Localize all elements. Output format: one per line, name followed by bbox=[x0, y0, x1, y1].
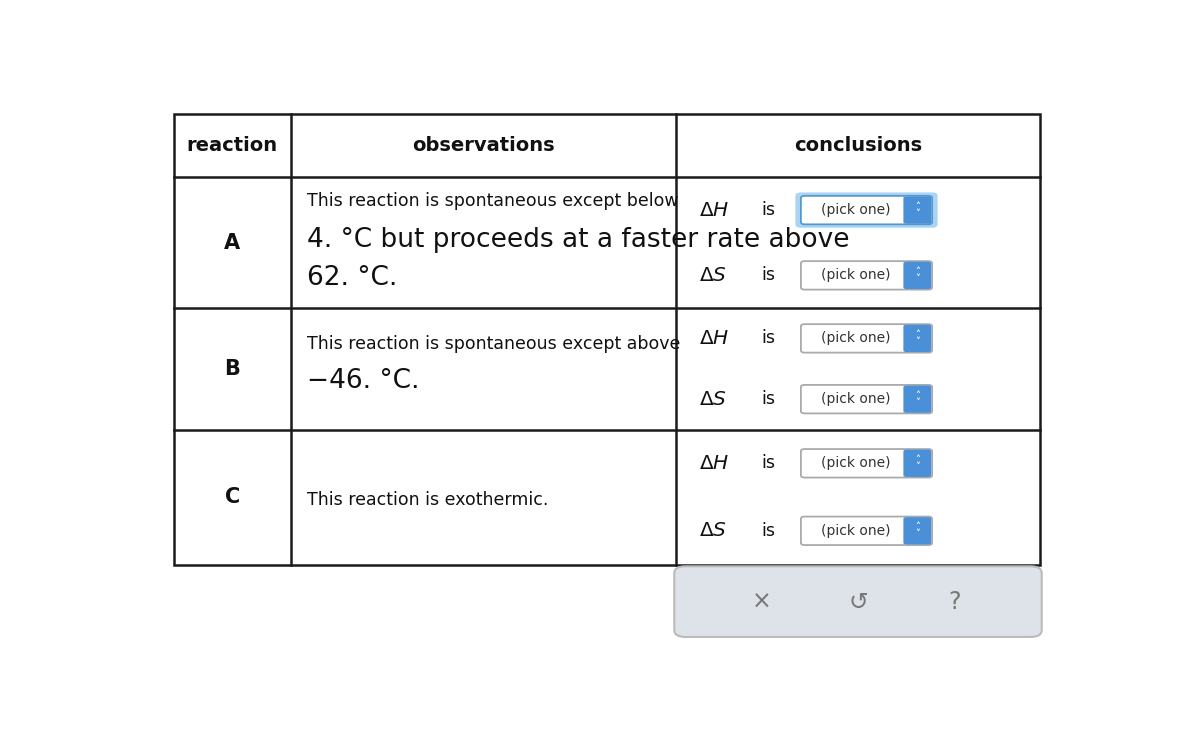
FancyBboxPatch shape bbox=[800, 324, 932, 353]
Text: is: is bbox=[761, 329, 776, 347]
Text: ˅: ˅ bbox=[915, 397, 920, 408]
Text: (pick one): (pick one) bbox=[821, 524, 890, 538]
Text: (pick one): (pick one) bbox=[821, 457, 890, 471]
Text: $\mathit{\Delta}H$: $\mathit{\Delta}H$ bbox=[699, 201, 729, 220]
Text: This reaction is spontaneous except below: This reaction is spontaneous except belo… bbox=[307, 192, 678, 210]
Text: A: A bbox=[224, 233, 240, 253]
Text: ˄: ˄ bbox=[915, 454, 920, 465]
FancyBboxPatch shape bbox=[674, 566, 1042, 637]
FancyBboxPatch shape bbox=[796, 192, 938, 228]
Text: ˄: ˄ bbox=[915, 330, 920, 340]
FancyBboxPatch shape bbox=[903, 196, 931, 223]
Text: $\mathit{\Delta}S$: $\mathit{\Delta}S$ bbox=[699, 390, 727, 408]
FancyBboxPatch shape bbox=[903, 325, 931, 352]
Text: is: is bbox=[761, 390, 776, 408]
Text: ˅: ˅ bbox=[915, 274, 920, 284]
Text: 62. °C.: 62. °C. bbox=[307, 266, 398, 292]
Bar bbox=[174, 115, 1040, 565]
Text: reaction: reaction bbox=[187, 136, 278, 155]
Text: (pick one): (pick one) bbox=[821, 332, 890, 346]
Text: ˅: ˅ bbox=[915, 337, 920, 347]
FancyBboxPatch shape bbox=[903, 386, 931, 413]
Text: (pick one): (pick one) bbox=[821, 269, 890, 283]
Text: ˄: ˄ bbox=[915, 267, 920, 277]
Text: $\mathit{\Delta}H$: $\mathit{\Delta}H$ bbox=[699, 329, 729, 348]
Text: (pick one): (pick one) bbox=[821, 203, 890, 217]
Text: −46. °C.: −46. °C. bbox=[307, 368, 419, 394]
Text: ˄: ˄ bbox=[915, 522, 920, 532]
Text: 4. °C but proceeds at a faster rate above: 4. °C but proceeds at a faster rate abov… bbox=[307, 226, 850, 253]
Text: $\mathit{\Delta}S$: $\mathit{\Delta}S$ bbox=[699, 521, 727, 540]
Text: ˅: ˅ bbox=[915, 529, 920, 539]
Text: is: is bbox=[761, 266, 776, 284]
Text: ˄: ˄ bbox=[915, 391, 920, 400]
Text: This reaction is exothermic.: This reaction is exothermic. bbox=[307, 491, 548, 509]
FancyBboxPatch shape bbox=[800, 449, 932, 477]
Text: $\mathit{\Delta}S$: $\mathit{\Delta}S$ bbox=[699, 266, 727, 285]
Text: ˅: ˅ bbox=[915, 209, 920, 219]
Text: is: is bbox=[761, 454, 776, 472]
FancyBboxPatch shape bbox=[800, 517, 932, 545]
Text: ˅: ˅ bbox=[915, 462, 920, 472]
Text: (pick one): (pick one) bbox=[821, 392, 890, 406]
Text: $\mathit{\Delta}H$: $\mathit{\Delta}H$ bbox=[699, 454, 729, 473]
Text: observations: observations bbox=[412, 136, 554, 155]
Text: B: B bbox=[224, 359, 240, 379]
Text: This reaction is spontaneous except above: This reaction is spontaneous except abov… bbox=[307, 335, 681, 354]
Text: is: is bbox=[761, 522, 776, 539]
Text: ?: ? bbox=[948, 590, 961, 613]
Text: ˄: ˄ bbox=[915, 201, 920, 212]
Text: ↺: ↺ bbox=[848, 590, 868, 613]
Text: conclusions: conclusions bbox=[794, 136, 922, 155]
FancyBboxPatch shape bbox=[903, 262, 931, 289]
Text: is: is bbox=[761, 201, 776, 219]
FancyBboxPatch shape bbox=[800, 261, 932, 289]
Text: ×: × bbox=[752, 590, 771, 613]
Text: C: C bbox=[225, 487, 240, 507]
FancyBboxPatch shape bbox=[903, 517, 931, 545]
FancyBboxPatch shape bbox=[903, 450, 931, 477]
FancyBboxPatch shape bbox=[800, 385, 932, 414]
FancyBboxPatch shape bbox=[800, 196, 932, 224]
